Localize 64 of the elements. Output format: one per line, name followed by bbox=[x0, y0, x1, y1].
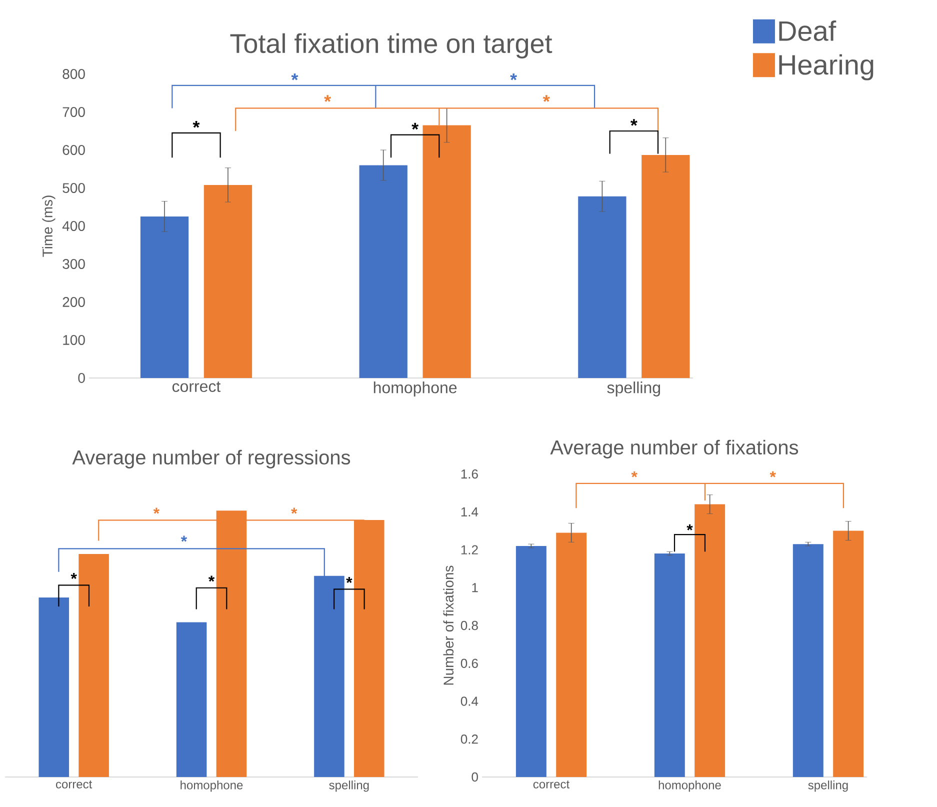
x-tick-label: spelling bbox=[329, 780, 369, 792]
chart-title: Average number of fixations bbox=[550, 440, 798, 458]
y-tick-label: 700 bbox=[62, 107, 85, 117]
y-tick-label: 400 bbox=[62, 221, 85, 231]
legend-label: Deaf bbox=[779, 20, 836, 41]
bar bbox=[204, 184, 252, 378]
bar bbox=[556, 532, 587, 777]
annotation: * bbox=[631, 471, 638, 478]
y-tick-label: 1.6 bbox=[461, 469, 478, 479]
annotation: * bbox=[291, 74, 298, 80]
y-tick-label: 600 bbox=[62, 145, 85, 155]
chart-title: Total fixation time on target bbox=[230, 33, 552, 58]
annotation: * bbox=[686, 524, 693, 530]
x-tick-label: correct bbox=[533, 780, 570, 788]
annotation: * bbox=[192, 121, 200, 128]
y-tick-label: 0.2 bbox=[460, 734, 478, 744]
bar bbox=[694, 504, 726, 777]
bar bbox=[176, 622, 207, 777]
annotation: * bbox=[180, 536, 188, 542]
bar bbox=[833, 530, 864, 777]
y-axis-title: Number of fixations bbox=[443, 566, 454, 685]
annotation: * bbox=[70, 573, 77, 580]
bar bbox=[38, 597, 70, 777]
y-tick-label: 100 bbox=[63, 335, 85, 345]
x-tick-label: homophone bbox=[658, 780, 721, 792]
y-tick-label: 800 bbox=[62, 69, 85, 79]
y-tick-label: 1.2 bbox=[461, 545, 478, 554]
y-tick-label: 0.6 bbox=[460, 658, 478, 668]
y-tick-label: 1 bbox=[472, 583, 478, 592]
annotation: * bbox=[153, 508, 160, 514]
x-tick-label: spelling bbox=[808, 780, 848, 792]
annotation: * bbox=[412, 122, 419, 130]
y-tick-label: 0.4 bbox=[460, 696, 478, 706]
annotation: * bbox=[510, 74, 518, 80]
y-axis-title: Time (ms) bbox=[42, 196, 56, 257]
bar bbox=[654, 554, 685, 777]
y-tick-label: 0 bbox=[78, 373, 85, 383]
y-tick-label: 300 bbox=[62, 259, 85, 269]
annotation: * bbox=[346, 577, 352, 584]
annotation: * bbox=[542, 95, 550, 102]
x-tick-label: homophone bbox=[180, 780, 243, 792]
bar bbox=[642, 154, 690, 378]
bar bbox=[78, 554, 109, 777]
y-tick-label: 200 bbox=[62, 297, 85, 307]
bar bbox=[516, 546, 546, 777]
y-tick-label: 1.4 bbox=[461, 507, 478, 516]
annotation: * bbox=[291, 508, 298, 514]
x-tick-label: correct bbox=[56, 780, 92, 788]
x-tick-label: spelling bbox=[607, 382, 660, 396]
bar bbox=[140, 216, 189, 378]
annotation: * bbox=[770, 471, 776, 478]
x-tick-label: correct bbox=[172, 382, 221, 392]
annotation: * bbox=[208, 576, 215, 582]
x-tick-label: homophone bbox=[374, 382, 457, 396]
bar bbox=[578, 196, 626, 378]
chart-title: Average number of regressions bbox=[72, 450, 350, 468]
y-tick-label: 0 bbox=[472, 772, 478, 782]
y-tick-label: 0.8 bbox=[460, 620, 478, 630]
annotation: * bbox=[630, 119, 638, 126]
bar bbox=[359, 165, 408, 378]
legend-label: Hearing bbox=[779, 54, 874, 80]
bar bbox=[792, 544, 824, 777]
annotation: * bbox=[324, 95, 332, 102]
y-tick-label: 500 bbox=[62, 183, 85, 193]
